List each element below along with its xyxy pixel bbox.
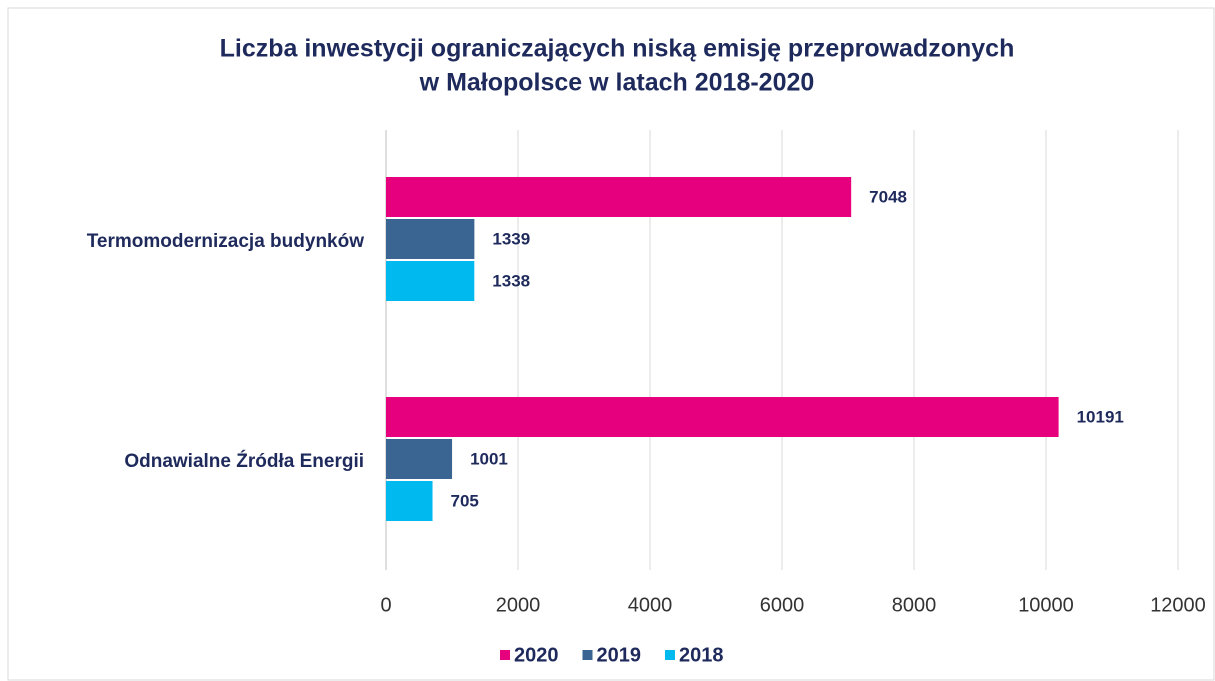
bar <box>386 481 433 521</box>
bar <box>386 219 475 259</box>
data-label: 10191 <box>1077 407 1124 426</box>
x-tick-label: 2000 <box>496 594 541 616</box>
chart-title: w Małopolsce w latach 2018-2020 <box>419 69 815 97</box>
x-tick-label: 10000 <box>1018 594 1074 616</box>
y-tick-label: Odnawialne Źródła Energii <box>124 450 364 472</box>
data-label: 705 <box>451 491 479 510</box>
chart-title: Liczba inwestycji ograniczających niską … <box>220 35 1015 63</box>
y-tick-label: Termomodernizacja budynków <box>87 231 365 252</box>
x-tick-label: 0 <box>380 594 391 616</box>
legend-label: 2019 <box>597 644 642 666</box>
bar <box>386 261 475 301</box>
chart-frame <box>7 7 1215 681</box>
data-label: 1339 <box>492 229 530 248</box>
bar <box>386 177 852 217</box>
legend-label: 2018 <box>679 644 724 666</box>
data-label: 7048 <box>869 187 907 206</box>
x-tick-label: 8000 <box>892 594 937 616</box>
legend-swatch <box>500 650 510 660</box>
legend-swatch <box>665 650 675 660</box>
x-tick-label: 6000 <box>760 594 805 616</box>
legend-swatch <box>582 650 593 660</box>
bar <box>386 397 1059 437</box>
data-label: 1001 <box>470 449 508 468</box>
data-label: 1338 <box>492 271 530 290</box>
bar <box>386 439 453 479</box>
x-tick-label: 4000 <box>628 594 673 616</box>
x-tick-label: 12000 <box>1150 594 1206 616</box>
legend-label: 2020 <box>514 644 559 666</box>
